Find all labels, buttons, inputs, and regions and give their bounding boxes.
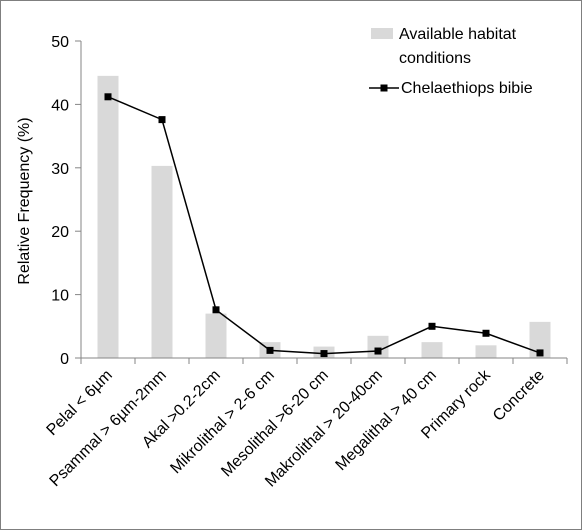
bar-8: [475, 345, 497, 358]
line-point-9: [536, 349, 544, 357]
x-tick-label: Megalithal > 40 cm: [333, 367, 440, 474]
y-tick-label: 20: [51, 224, 69, 241]
bar-6: [367, 335, 389, 358]
bar-7: [421, 342, 443, 358]
line-point-6: [374, 347, 382, 355]
y-tick-label: 30: [51, 161, 69, 178]
bar-1: [97, 75, 119, 359]
bar-2: [151, 165, 173, 358]
line-point-4: [266, 346, 274, 354]
legend-bar-label-line2: conditions: [399, 50, 471, 67]
y-tick-label: 40: [51, 97, 69, 114]
line-point-2: [158, 116, 166, 124]
x-tick-label: Mesolithal >6-20 cm: [218, 367, 332, 481]
axes: [80, 41, 567, 359]
series-line: [107, 96, 541, 355]
y-ticks: 0 10 20 30 40 50: [51, 34, 81, 368]
x-tick-label: Mikrolithal > 2-6 cm: [167, 367, 277, 477]
bar-3: [205, 313, 227, 358]
legend-line-label: Chelaethiops bibie: [401, 80, 533, 97]
bar-9: [529, 321, 551, 358]
line-point-5: [320, 350, 328, 358]
legend-bar-swatch: [371, 28, 393, 39]
y-tick-label: 50: [51, 34, 69, 51]
line-point-8: [482, 329, 490, 337]
y-tick-label: 0: [60, 351, 69, 368]
line-series: [104, 93, 544, 358]
x-tick-label: Concrete: [490, 367, 548, 425]
y-tick-label: 10: [51, 288, 69, 305]
line-point-3: [212, 306, 220, 314]
legend: Available habitat conditions Chelaethiops …: [369, 26, 533, 97]
line-point-7: [428, 322, 436, 330]
y-axis-label: Relative Frequency (%): [16, 117, 33, 284]
line-point-1: [104, 93, 112, 101]
legend-bar-label-line1: Available habitat: [399, 26, 517, 43]
legend-line-marker: [380, 84, 388, 92]
